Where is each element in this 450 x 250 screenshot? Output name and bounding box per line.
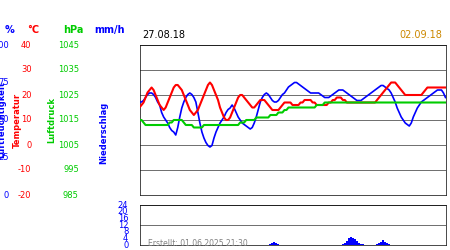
Text: 75: 75 xyxy=(0,78,9,87)
Bar xyxy=(380,242,382,245)
Bar xyxy=(350,237,352,245)
Text: 1015: 1015 xyxy=(58,116,79,124)
Text: -10: -10 xyxy=(18,166,32,174)
Text: 25: 25 xyxy=(0,153,9,162)
Bar xyxy=(340,244,342,245)
Bar xyxy=(360,244,362,245)
Bar xyxy=(275,242,277,245)
Text: Luftdruck: Luftdruck xyxy=(47,97,56,143)
Bar xyxy=(277,244,279,245)
Text: 30: 30 xyxy=(21,66,32,74)
Text: 4: 4 xyxy=(123,234,128,243)
Text: -20: -20 xyxy=(18,190,32,200)
Bar xyxy=(386,243,388,245)
Bar xyxy=(362,244,364,245)
Bar xyxy=(388,244,390,245)
Text: 1035: 1035 xyxy=(58,66,79,74)
Text: 20: 20 xyxy=(118,207,128,216)
Text: 40: 40 xyxy=(21,40,32,50)
Text: 985: 985 xyxy=(63,190,79,200)
Bar xyxy=(274,242,275,245)
Bar xyxy=(346,241,348,245)
Text: 995: 995 xyxy=(63,166,79,174)
Bar xyxy=(378,243,380,245)
Text: 100: 100 xyxy=(0,40,9,50)
Bar xyxy=(342,244,344,245)
Bar xyxy=(271,243,273,245)
Bar xyxy=(270,244,271,245)
Bar xyxy=(356,241,358,245)
Text: 50: 50 xyxy=(0,116,9,124)
Bar xyxy=(352,238,354,245)
Bar xyxy=(384,242,386,245)
Text: 16: 16 xyxy=(117,214,128,223)
Text: 0: 0 xyxy=(4,190,9,200)
Text: %: % xyxy=(4,25,14,35)
Bar xyxy=(376,244,378,245)
Text: 0: 0 xyxy=(26,140,32,149)
Text: 20: 20 xyxy=(21,90,32,100)
Text: 1025: 1025 xyxy=(58,90,79,100)
Text: Erstellt: 01.06.2025 21:30: Erstellt: 01.06.2025 21:30 xyxy=(148,238,248,248)
Text: Temperatur: Temperatur xyxy=(13,92,22,148)
Bar xyxy=(344,242,346,245)
Bar xyxy=(354,239,356,245)
Text: Niederschlag: Niederschlag xyxy=(99,102,108,164)
Bar xyxy=(382,240,384,245)
Text: 1005: 1005 xyxy=(58,140,79,149)
Text: Luftfeuchtigkeit: Luftfeuchtigkeit xyxy=(0,82,7,158)
Text: °C: °C xyxy=(27,25,39,35)
Text: 0: 0 xyxy=(123,240,128,250)
Bar xyxy=(348,238,350,245)
Text: 24: 24 xyxy=(118,200,128,209)
Text: 8: 8 xyxy=(123,227,128,236)
Text: 1045: 1045 xyxy=(58,40,79,50)
Text: mm/h: mm/h xyxy=(94,25,125,35)
Text: hPa: hPa xyxy=(63,25,83,35)
Bar xyxy=(364,244,366,245)
Bar xyxy=(358,242,360,245)
Text: 02.09.18: 02.09.18 xyxy=(400,30,442,40)
Text: 10: 10 xyxy=(21,116,32,124)
Text: 12: 12 xyxy=(118,220,128,230)
Text: 27.08.18: 27.08.18 xyxy=(143,30,185,40)
